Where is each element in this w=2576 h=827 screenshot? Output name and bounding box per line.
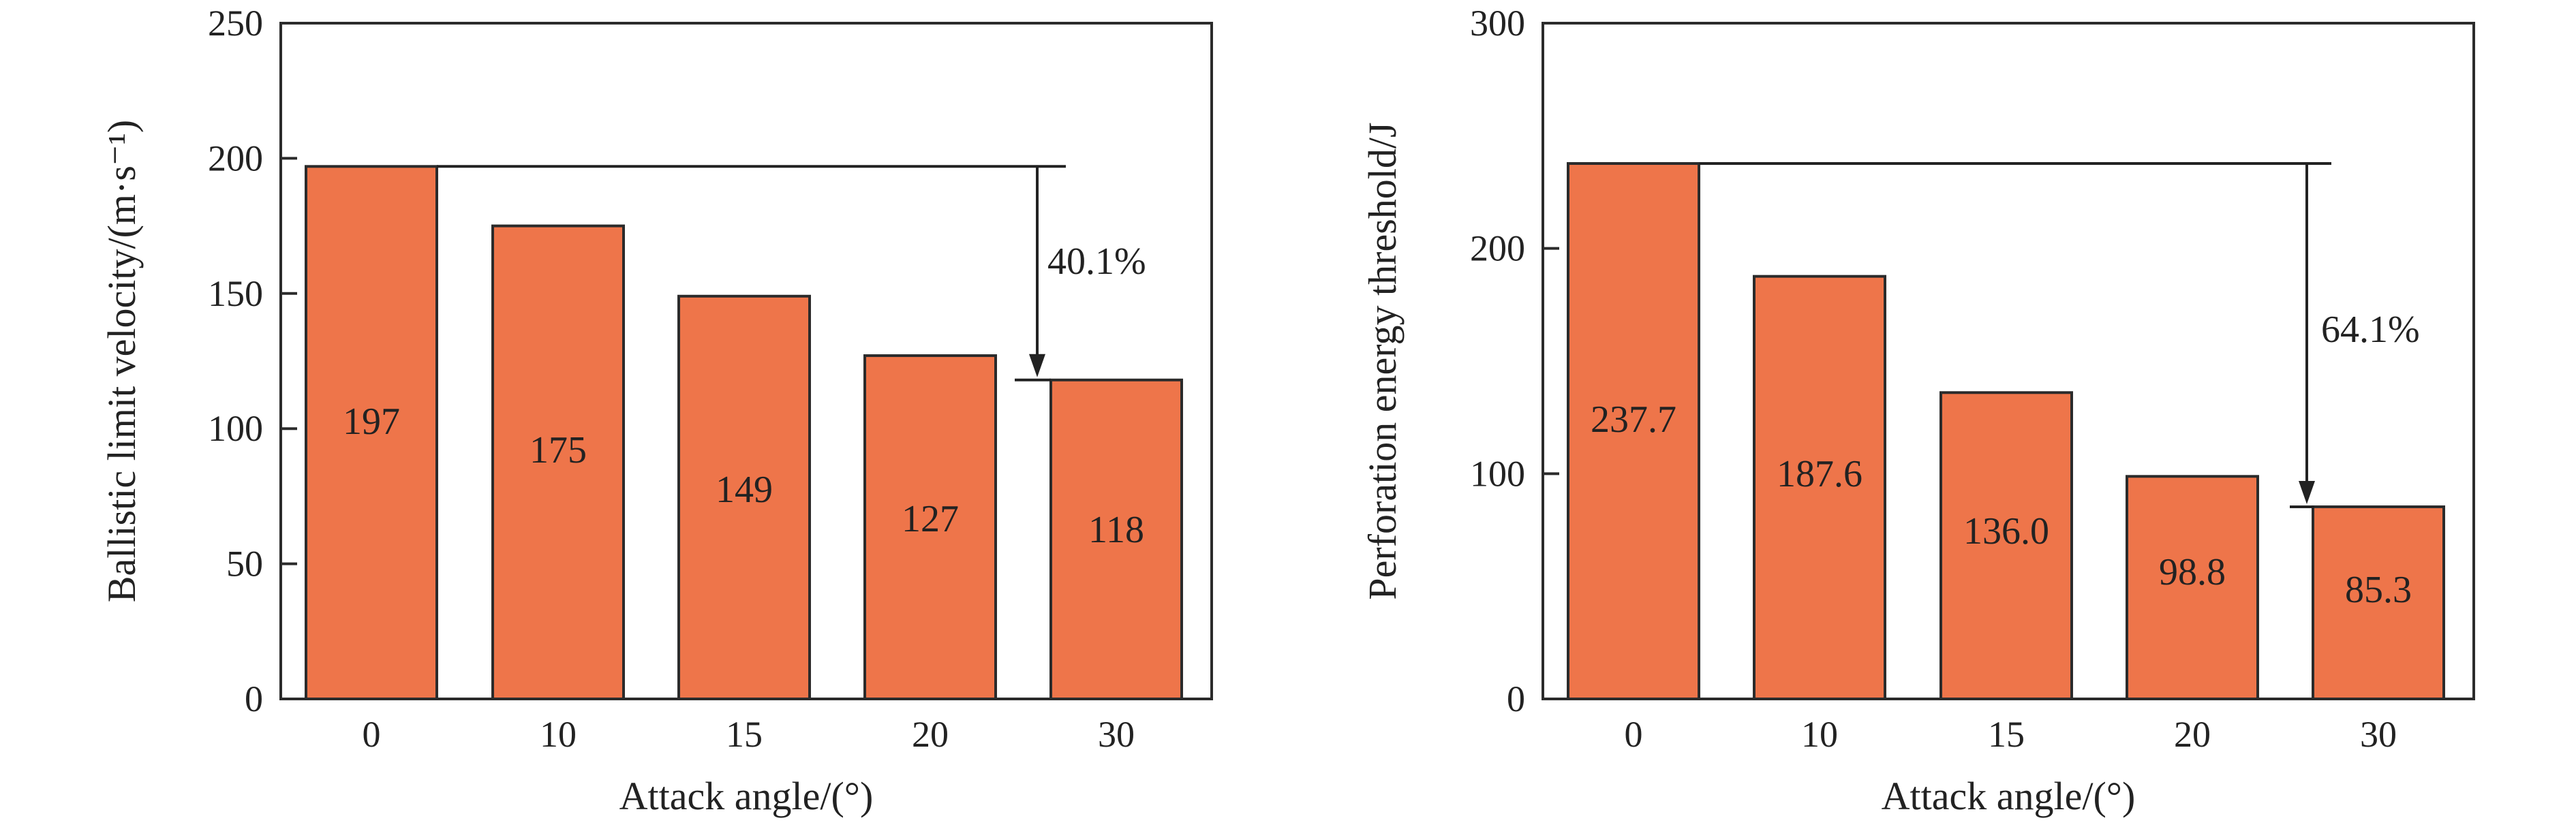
- bar: [677, 294, 811, 700]
- reduction-arrow-head: [2299, 480, 2315, 504]
- bar-value-label: 127: [902, 498, 959, 540]
- bar-value-label: 136.0: [1963, 510, 2049, 552]
- x-axis-label: Attack angle/(°): [1882, 774, 2136, 818]
- bar-value-label: 149: [716, 469, 773, 511]
- bar-value-label: 187.6: [1777, 453, 1862, 495]
- y-axis-label: Perforation energy threshold/J: [1360, 122, 1405, 599]
- bar-value-label: 98.8: [2159, 551, 2226, 593]
- x-axis-label: Attack angle/(°): [619, 774, 874, 818]
- left-chart: 0 50 100 150 200 250 0 10 15 20 30 197 175 149 127 118 4…: [99, 3, 1213, 818]
- bar: [1049, 378, 1183, 700]
- bar: [2312, 505, 2445, 700]
- bar: [2126, 475, 2259, 700]
- y-tick-label: 300: [1470, 3, 1525, 44]
- x-tick-label: 30: [1098, 714, 1135, 755]
- x-tick-label: 15: [1988, 714, 2025, 755]
- right-chart: 0 100 200 300 0 10 15 20 30 237.7 187.6 136.0 98.8 85…: [1360, 3, 2475, 818]
- x-tick-label: 15: [726, 714, 763, 755]
- x-tick-label: 10: [1801, 714, 1838, 755]
- bar: [1753, 275, 1886, 701]
- bar: [491, 224, 625, 701]
- y-tick-label: 200: [1470, 228, 1525, 269]
- reduction-arrow-head: [1029, 354, 1045, 377]
- bar: [305, 165, 438, 700]
- x-tick-label: 10: [540, 714, 577, 755]
- reduction-percentage-label: 64.1%: [2321, 309, 2420, 351]
- bar-value-label: 175: [530, 429, 587, 471]
- bar: [863, 354, 997, 701]
- y-tick-label: 50: [226, 544, 263, 584]
- bar-value-label: 197: [343, 401, 400, 443]
- y-tick-label: 100: [208, 408, 263, 449]
- y-tick-label: 250: [208, 3, 263, 44]
- reduction-percentage-label: 40.1%: [1047, 240, 1146, 283]
- x-tick-label: 0: [363, 714, 381, 755]
- x-tick-label: 30: [2360, 714, 2397, 755]
- y-tick-label: 0: [1507, 678, 1525, 719]
- y-tick-label: 0: [245, 678, 263, 719]
- bar-value-label: 118: [1088, 509, 1144, 551]
- x-tick-label: 20: [912, 714, 949, 755]
- y-tick-label: 100: [1470, 453, 1525, 494]
- y-tick-label: 200: [208, 138, 263, 178]
- bar: [1567, 162, 1700, 701]
- bar-value-label: 85.3: [2345, 569, 2412, 611]
- y-tick-label: 150: [208, 273, 263, 314]
- bar-value-label: 237.7: [1591, 399, 1676, 441]
- x-tick-label: 0: [1625, 714, 1643, 755]
- y-axis-label: Ballistic limit velocity/(m·s⁻¹): [99, 120, 144, 602]
- bar: [1939, 391, 2073, 700]
- x-tick-label: 20: [2174, 714, 2211, 755]
